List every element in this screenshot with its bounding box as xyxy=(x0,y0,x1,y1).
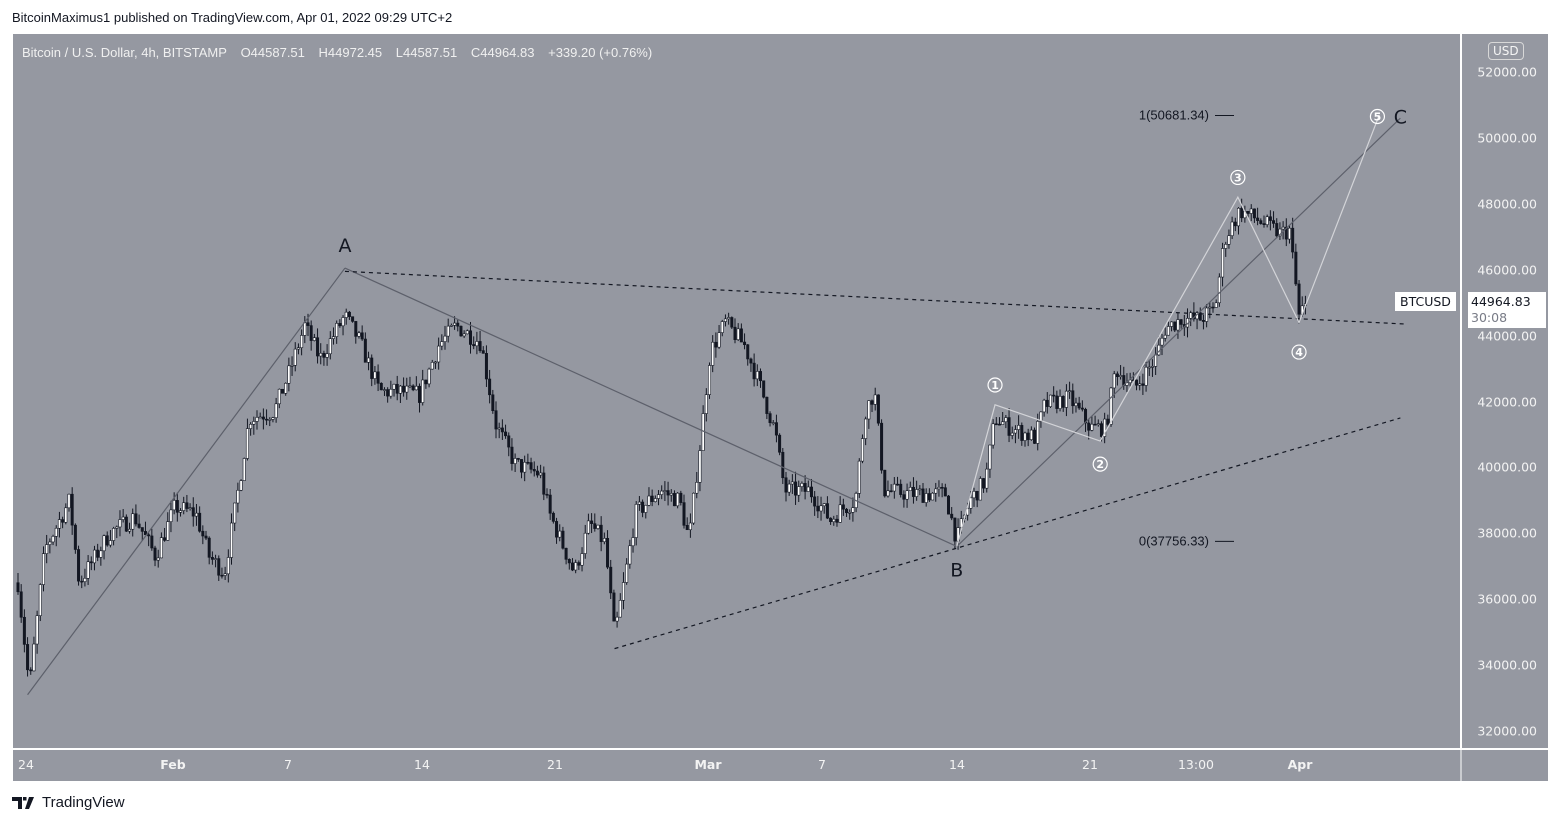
price-tick-label: 40000.00 xyxy=(1477,459,1537,475)
last-price-box: 44964.83 30:08 xyxy=(1468,292,1546,328)
currency-button[interactable]: USD xyxy=(1488,42,1524,60)
bar-countdown: 30:08 xyxy=(1471,310,1508,325)
price-tick-label: 34000.00 xyxy=(1477,657,1537,673)
open-value: O44587.51 xyxy=(240,45,305,60)
high-value: H44972.45 xyxy=(318,45,383,60)
price-tick-label: 42000.00 xyxy=(1477,394,1537,409)
price-tick-label: 48000.00 xyxy=(1477,196,1537,212)
change-value: +339.20 (+0.76%) xyxy=(548,45,653,60)
low-value: L44587.51 xyxy=(395,45,458,60)
time-tick-label: 24 xyxy=(18,757,34,772)
close-value: C44964.83 xyxy=(470,45,535,60)
tradingview-logo[interactable]: TradingView xyxy=(12,794,125,811)
brand-name: TradingView xyxy=(42,794,125,811)
price-axis[interactable] xyxy=(1462,34,1548,748)
time-tick-label: 13:00 xyxy=(1177,757,1215,772)
time-tick-label: Mar xyxy=(694,757,722,772)
time-tick-label: 7 xyxy=(284,757,292,772)
symbol-legend: Bitcoin / U.S. Dollar, 4h, BITSTAMP O445… xyxy=(22,45,662,60)
time-tick-label: Feb xyxy=(160,757,186,772)
symbol-price-tag: BTCUSD xyxy=(1395,292,1456,311)
last-price: 44964.83 xyxy=(1471,294,1531,309)
time-tick-label: 21 xyxy=(547,757,563,772)
time-tick-label: 21 xyxy=(1082,757,1098,772)
tradingview-logo-icon xyxy=(12,796,34,809)
symbol-title: Bitcoin / U.S. Dollar, 4h, BITSTAMP xyxy=(22,45,227,60)
price-tick-label: 36000.00 xyxy=(1477,591,1537,607)
time-tick-label: Apr xyxy=(1287,757,1313,772)
chart-pane[interactable] xyxy=(13,34,1460,748)
time-axis[interactable] xyxy=(13,750,1548,781)
price-tick-label: 46000.00 xyxy=(1477,262,1537,278)
time-tick-label: 14 xyxy=(414,757,430,772)
price-tick-label: 44000.00 xyxy=(1477,328,1537,344)
price-tick-label: 32000.00 xyxy=(1477,723,1537,739)
published-caption: BitcoinMaximus1 published on TradingView… xyxy=(12,10,453,25)
time-tick-label: 14 xyxy=(949,757,965,772)
price-tick-label: 50000.00 xyxy=(1477,130,1537,146)
time-tick-label: 7 xyxy=(818,757,826,772)
price-tick-label: 38000.00 xyxy=(1477,525,1537,541)
price-tick-label: 52000.00 xyxy=(1477,64,1537,80)
